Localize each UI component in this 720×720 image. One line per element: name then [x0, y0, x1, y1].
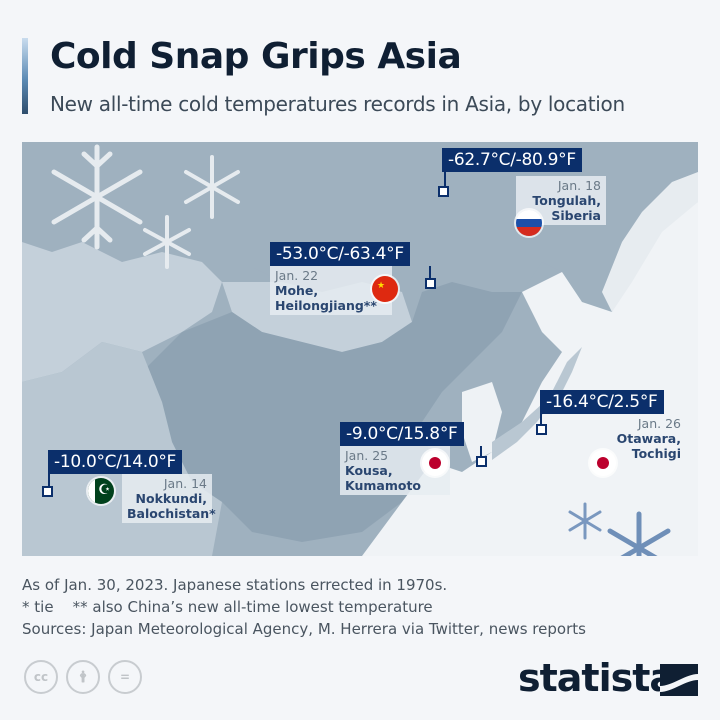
no-derivatives-icon[interactable]: =: [108, 660, 142, 694]
page-subtitle: New all-time cold temperatures records i…: [50, 92, 625, 116]
temperature-label: -9.0°C/15.8°F: [340, 422, 464, 446]
russia-flag-icon: [516, 210, 542, 236]
temperature-label: -10.0°C/14.0°F: [48, 450, 183, 474]
location-marker[interactable]: [438, 186, 449, 197]
note-sources: Sources: Japan Meteorological Agency, M.…: [22, 620, 586, 638]
location-marker[interactable]: [476, 456, 487, 467]
china-flag-icon: ★: [372, 276, 398, 302]
note-date: As of Jan. 30, 2023. Japanese stations e…: [22, 576, 448, 594]
footnotes: As of Jan. 30, 2023. Japanese stations e…: [22, 574, 586, 640]
record-info: Jan. 22 Mohe, Heilongjiang**: [270, 266, 392, 315]
note-legend: * tie ** also China’s new all-time lowes…: [22, 598, 433, 616]
temperature-label: -62.7°C/-80.9°F: [442, 148, 582, 172]
temperature-label: -16.4°C/2.5°F: [540, 390, 664, 414]
snowflake-icon: [51, 144, 143, 250]
japan-flag-icon: [422, 450, 448, 476]
japan-flag-icon: [590, 450, 616, 476]
page-title: Cold Snap Grips Asia: [50, 36, 462, 77]
statista-logo-mark-icon: [660, 664, 698, 696]
record-info: Jan. 14 Nokkundi, Balochistan*: [122, 474, 216, 523]
pakistan-flag-icon: ☪: [88, 478, 114, 504]
record-info: Jan. 26 Otawara, Tochigi: [616, 416, 681, 461]
temperature-label: -53.0°C/-63.4°F: [270, 242, 410, 266]
cc-license-icon[interactable]: cc: [24, 660, 58, 694]
location-marker[interactable]: [536, 424, 547, 435]
attribution-icon[interactable]: 🛉: [66, 660, 100, 694]
location-marker[interactable]: [425, 278, 436, 289]
title-accent-bar: [22, 38, 28, 114]
statista-logo[interactable]: statista: [518, 656, 675, 700]
asia-map: -62.7°C/-80.9°F Jan. 18 Tongulah, Siberi…: [22, 142, 698, 556]
location-marker[interactable]: [42, 486, 53, 497]
